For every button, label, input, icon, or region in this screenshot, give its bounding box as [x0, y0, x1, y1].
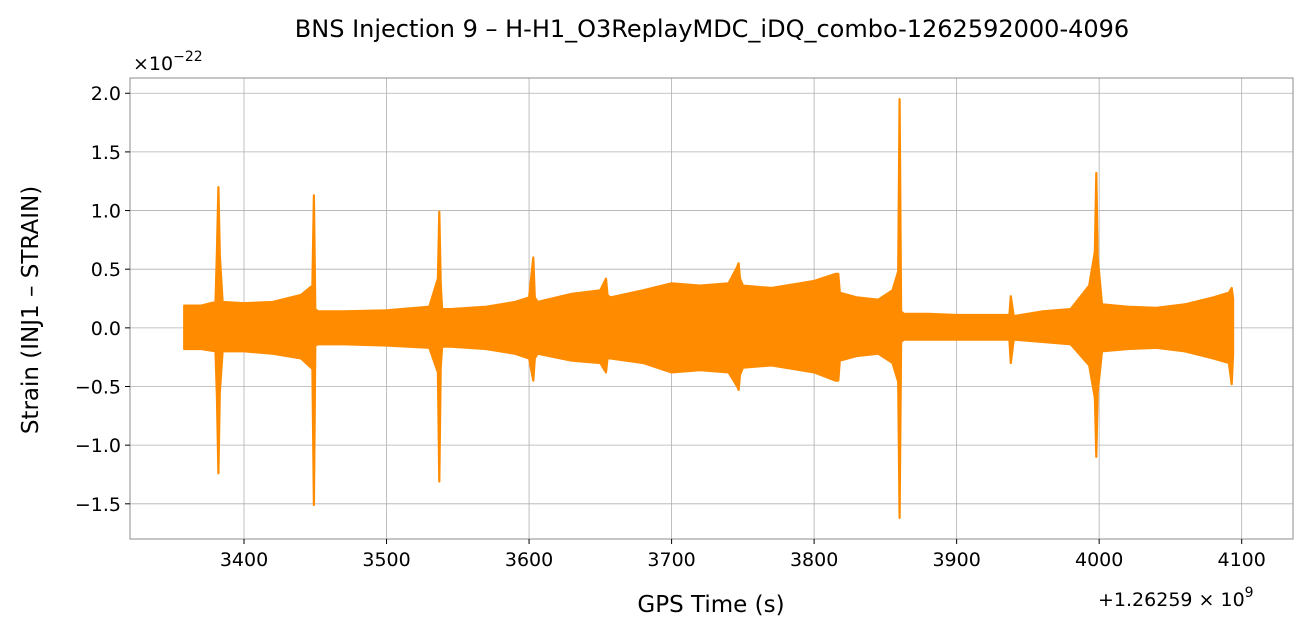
y-axis-ticks: −1.5 −1.0 −0.5 0.0 0.5 1.0 1.5 2.0 [75, 83, 130, 516]
x-tick-label: 4100 [1218, 549, 1266, 571]
x-tick-label: 3700 [647, 549, 695, 571]
y-tick-label: −1.5 [75, 494, 121, 516]
y-tick-label: −0.5 [75, 377, 121, 399]
y-scale-base: ×10 [133, 53, 173, 75]
x-tick-label: 3800 [790, 549, 838, 571]
strain-envelope [183, 97, 1235, 520]
x-tick-label: 4000 [1075, 549, 1123, 571]
y-tick-label: 0.5 [91, 259, 121, 281]
y-tick-label: 0.0 [91, 318, 121, 340]
x-offset-factor: +1.26259 × 109 [1098, 585, 1254, 611]
strain-trace [183, 97, 1235, 520]
x-axis-ticks: 3400 3500 3600 3700 3800 3900 4000 4100 [220, 539, 1266, 571]
y-tick-label: 2.0 [91, 83, 121, 105]
y-scale-exponent: −22 [173, 49, 203, 65]
x-offset-base: +1.26259 × 10 [1098, 589, 1245, 611]
x-tick-label: 3600 [505, 549, 553, 571]
chart-title: BNS Injection 9 – H-H1_O3ReplayMDC_iDQ_c… [295, 15, 1129, 43]
plot-frame [129, 77, 1294, 540]
y-tick-label: 1.5 [91, 142, 121, 164]
x-tick-label: 3500 [362, 549, 410, 571]
x-tick-label: 3400 [220, 549, 268, 571]
y-tick-label: 1.0 [91, 201, 121, 223]
y-axis-label: Strain (INJ1 – STRAIN) [18, 186, 44, 434]
x-offset-exponent: 9 [1245, 585, 1254, 601]
x-axis-label: GPS Time (s) [637, 592, 784, 618]
y-scale-factor: ×10−22 [133, 49, 203, 75]
y-tick-label: −1.0 [75, 435, 121, 457]
x-tick-label: 3900 [932, 549, 980, 571]
